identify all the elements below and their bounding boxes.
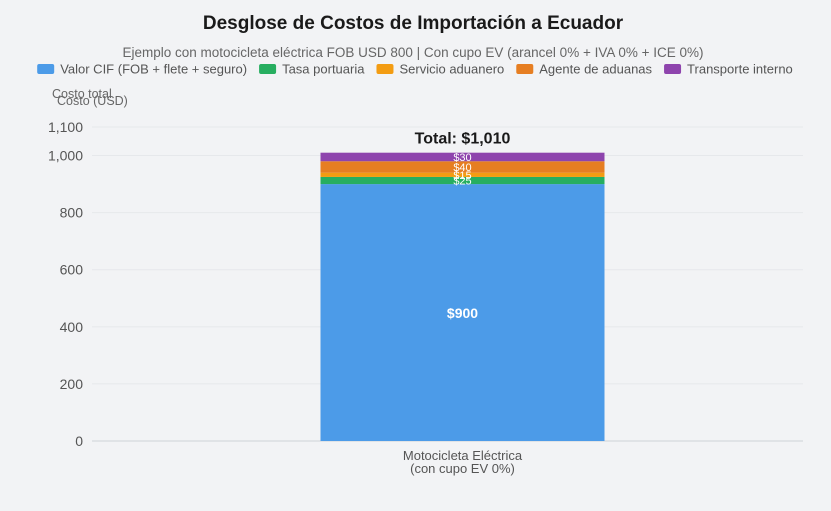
legend-label: Servicio aduanero xyxy=(399,62,504,77)
y-tick-label: 400 xyxy=(60,319,84,335)
legend-label: Agente de aduanas xyxy=(539,62,652,77)
bar-value-label: $40 xyxy=(453,162,471,174)
legend: Valor CIF (FOB + flete + seguro) Tasa por… xyxy=(37,62,793,77)
bar-segment xyxy=(320,152,605,162)
bar-value-label: $30 xyxy=(453,152,471,164)
legend-label: Valor CIF (FOB + flete + seguro) xyxy=(60,62,247,77)
y-axis-title: Costo (USD) xyxy=(57,94,128,108)
bar-segment xyxy=(320,172,605,177)
bar-value-label: $25 xyxy=(453,176,471,188)
legend-label: Tasa portuaria xyxy=(282,62,365,77)
legend-swatch xyxy=(516,64,534,74)
legend-swatch xyxy=(664,64,682,74)
bar-total-label: Total: $1,010 xyxy=(415,131,511,148)
legend-swatch xyxy=(376,64,394,74)
y-tick-label: 200 xyxy=(60,376,84,392)
x-axis: Motocicleta Eléctrica(con cupo EV 0%) xyxy=(403,448,523,476)
y-tick-label: 800 xyxy=(60,205,84,221)
y-tick-label: 1,100 xyxy=(48,119,83,135)
bar-segment xyxy=(320,176,605,185)
bar-segment xyxy=(320,184,605,441)
chart-subtitle: Ejemplo con motocicleta eléctrica FOB US… xyxy=(122,45,703,60)
bar-value-label: $15 xyxy=(453,170,471,182)
x-tick-label: Motocicleta Eléctrica xyxy=(403,448,523,463)
legend-label: Transporte interno xyxy=(687,62,793,77)
data-labels: $900 $25$15$40$30 Total: $1,010 xyxy=(415,131,511,321)
bars xyxy=(320,152,605,441)
bar-value-label: $900 xyxy=(447,305,478,321)
y-tick-label: 600 xyxy=(60,262,84,278)
y-tick-label: 0 xyxy=(75,433,83,449)
y-axis-title: Costo total xyxy=(52,87,112,101)
bar-segment xyxy=(320,161,605,173)
x-tick-label: (con cupo EV 0%) xyxy=(410,461,515,476)
y-tick-label: 1,000 xyxy=(48,148,83,164)
legend-swatch xyxy=(259,64,277,74)
chart-title: Desglose de Costos de Importación a Ecua… xyxy=(203,13,624,34)
legend-swatch xyxy=(37,64,55,74)
